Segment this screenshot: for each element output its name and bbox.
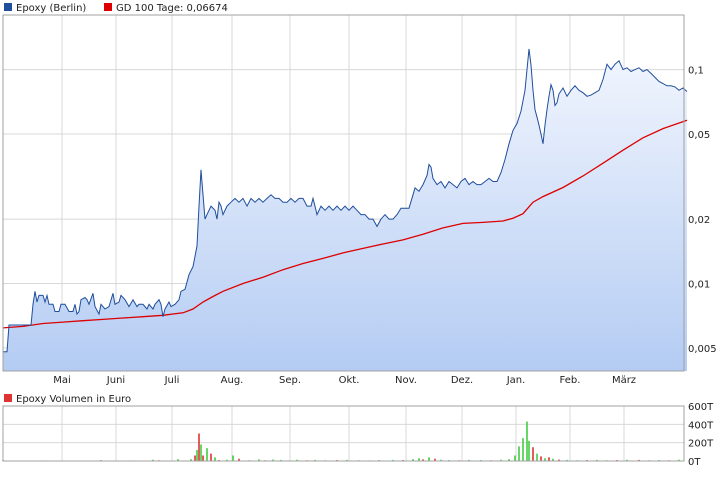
volume-bar (532, 447, 534, 461)
volume-bar (238, 458, 240, 461)
volume-bar (196, 450, 198, 461)
price-y-tick-label: 0,05 (688, 130, 710, 141)
price-legend-label: Epoxy (Berlin) (16, 3, 86, 14)
month-tick-label: Okt. (339, 375, 360, 386)
volume-y-tick-label: 400T (688, 420, 714, 431)
month-tick-label: Juni (106, 375, 125, 386)
volume-bar (566, 459, 568, 461)
month-tick-label: Feb. (560, 375, 581, 386)
month-tick-label: März (612, 375, 636, 386)
volume-bar (422, 459, 424, 461)
volume-bar (232, 455, 234, 461)
volume-bar (468, 459, 470, 461)
volume-bar (544, 458, 546, 461)
volume-bar (194, 455, 196, 461)
volume-bar (500, 459, 502, 461)
volume-y-tick-label: 200T (688, 439, 714, 450)
volume-bar (412, 459, 414, 461)
volume-bar (526, 421, 528, 461)
volume-bar (638, 459, 640, 461)
price-line (3, 48, 688, 353)
month-tick-label: Aug. (221, 375, 244, 386)
volume-bar (548, 457, 550, 461)
volume-bar (280, 459, 282, 461)
price-y-tick-label: 0,01 (688, 280, 710, 291)
volume-bar (518, 446, 520, 461)
sma-line (2, 119, 688, 329)
legend: Epoxy (Berlin) GD 100 Tage: 0,06674 Epox… (4, 3, 228, 405)
volume-legend-label: Epoxy Volumen in Euro (16, 394, 131, 405)
volume-bar (200, 444, 202, 461)
volume-bar (202, 455, 204, 461)
price-y-tick-label: 0,1 (688, 66, 704, 77)
volume-bar (558, 459, 560, 461)
month-tick-label: Juli (164, 375, 180, 386)
volume-bar (418, 458, 420, 461)
volume-bar (392, 459, 394, 461)
volume-bar (522, 438, 524, 461)
volume-bar (626, 459, 628, 461)
volume-bar (428, 457, 430, 461)
volume-bar (678, 459, 680, 461)
price-y-tick-label: 0,005 (688, 344, 717, 355)
month-tick-label: Jan. (506, 375, 526, 386)
month-tick-label: Dez. (451, 375, 473, 386)
volume-grid (3, 405, 684, 462)
volume-bar (434, 458, 436, 461)
volume-y-tick-label: 600T (688, 402, 714, 413)
volume-bar (258, 459, 260, 461)
volume-bar (190, 459, 192, 461)
volume-bar (552, 458, 554, 461)
price-panel: 0,005 0,01 0,02 0,05 0,1 Mai Juni Juli Aug. Sep.… (2, 14, 717, 386)
month-tick-label: Mai (53, 375, 71, 386)
volume-bar (206, 448, 208, 461)
volume-bar (296, 459, 298, 461)
price-area (3, 48, 687, 372)
volume-bar (508, 459, 510, 461)
volume-bar (272, 459, 274, 461)
month-tick-label: Nov. (395, 375, 417, 386)
volume-legend-swatch (4, 394, 12, 402)
volume-bars (2, 421, 680, 462)
volume-panel: 0T 200T 400T 600T (2, 402, 714, 468)
volume-bar (214, 457, 216, 461)
volume-bar (440, 459, 442, 461)
volume-bar (314, 459, 316, 461)
volume-bar (514, 455, 516, 461)
volume-bar (177, 459, 179, 461)
month-tick-label: Sep. (279, 375, 301, 386)
volume-bar (152, 459, 154, 461)
price-legend-swatch (4, 3, 12, 11)
volume-y-axis: 0T 200T 400T 600T (688, 402, 714, 468)
volume-bar (536, 453, 538, 461)
price-frame (2, 14, 685, 372)
volume-bar (346, 459, 348, 461)
volume-y-tick-label: 0T (688, 457, 701, 468)
price-y-axis: 0,005 0,01 0,02 0,05 0,1 (688, 66, 717, 355)
sma-legend-label: GD 100 Tage: 0,06674 (116, 3, 228, 14)
sma-legend-swatch (104, 3, 112, 11)
volume-bar (210, 453, 212, 461)
price-y-tick-label: 0,02 (688, 215, 710, 226)
volume-frame (2, 405, 685, 462)
x-axis-months: Mai Juni Juli Aug. Sep. Okt. Nov. Dez. Jan. Feb. M… (53, 375, 636, 386)
volume-bar (528, 440, 530, 461)
volume-bar (226, 459, 228, 461)
volume-bar (540, 456, 542, 461)
volume-bar (596, 459, 598, 461)
volume-bar (198, 433, 200, 461)
